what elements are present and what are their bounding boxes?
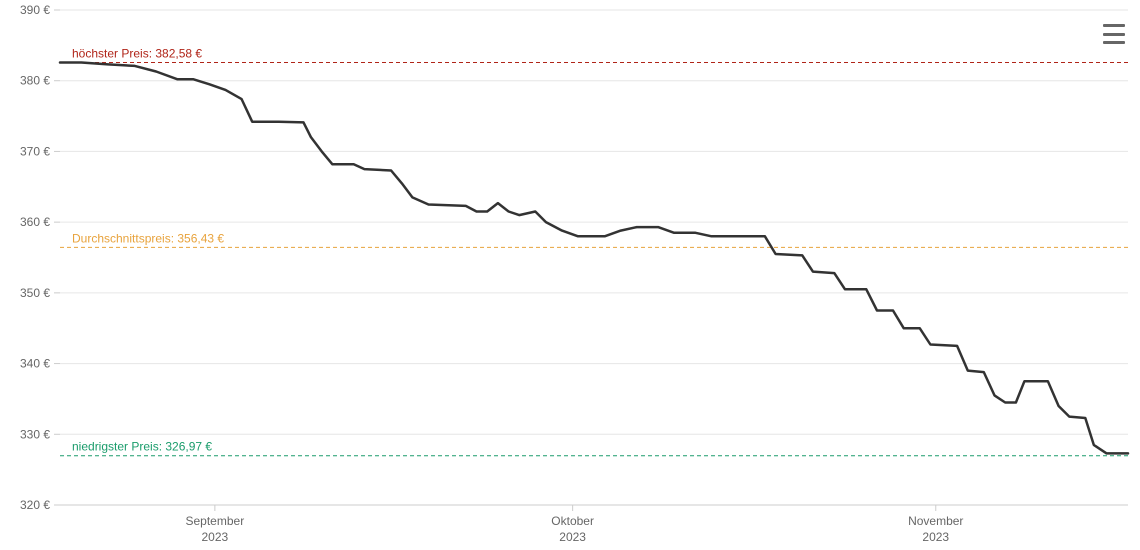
x-tick-month: November bbox=[908, 514, 963, 528]
price-series-line bbox=[60, 63, 1128, 454]
x-tick-year: 2023 bbox=[559, 530, 586, 544]
y-tick-label: 390 € bbox=[20, 3, 50, 17]
reference-line-label: niedrigster Preis: 326,97 € bbox=[72, 440, 212, 454]
x-tick-year: 2023 bbox=[922, 530, 949, 544]
y-tick-label: 350 € bbox=[20, 286, 50, 300]
chart-svg: 320 € 330 € 340 € 350 € 360 € 370 € 380 € 390 €… bbox=[0, 0, 1140, 550]
y-tick-label: 380 € bbox=[20, 74, 50, 88]
hamburger-icon[interactable] bbox=[1103, 22, 1125, 46]
y-tick-label: 320 € bbox=[20, 498, 50, 512]
x-tick-month: September bbox=[186, 514, 245, 528]
price-chart: 320 € 330 € 340 € 350 € 360 € 370 € 380 € 390 €… bbox=[0, 0, 1140, 550]
x-tick-month: Oktober bbox=[551, 514, 594, 528]
y-tick-label: 360 € bbox=[20, 215, 50, 229]
y-tick-label: 370 € bbox=[20, 144, 50, 158]
reference-line-label: höchster Preis: 382,58 € bbox=[72, 46, 202, 60]
y-tick-label: 340 € bbox=[20, 357, 50, 371]
x-tick-year: 2023 bbox=[202, 530, 229, 544]
reference-line-label: Durchschnittspreis: 356,43 € bbox=[72, 231, 224, 245]
y-tick-label: 330 € bbox=[20, 427, 50, 441]
